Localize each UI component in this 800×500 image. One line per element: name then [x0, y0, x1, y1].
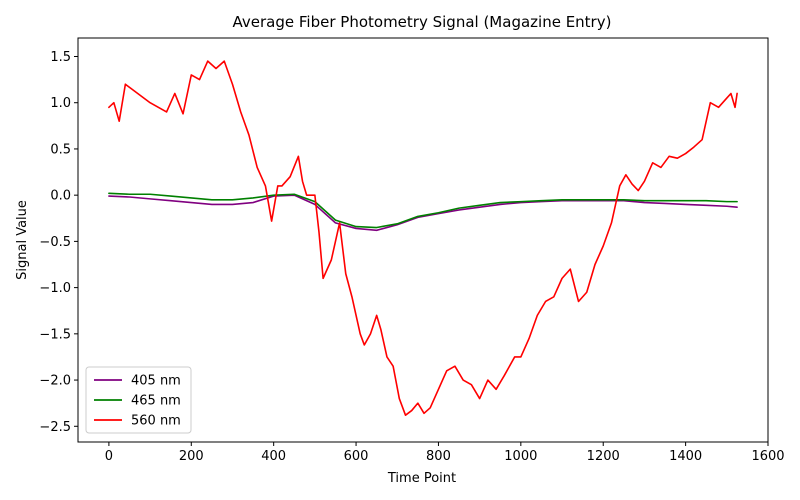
legend-label: 560 nm: [131, 414, 181, 429]
y-axis-label: Signal Value: [15, 200, 30, 280]
y-tick-label: −1.5: [39, 327, 71, 342]
x-tick-label: 800: [426, 449, 451, 464]
series-line-465-nm: [108, 192, 738, 229]
x-tick-label: 1600: [751, 449, 784, 464]
legend: 405 nm 465 nm 560 nm: [85, 366, 192, 434]
plot-frame: [77, 37, 769, 443]
x-axis-label: Time Point: [387, 471, 456, 486]
y-tick-label: 0.0: [50, 189, 71, 204]
x-tick-label: 0: [105, 449, 113, 464]
series-layer: [108, 60, 738, 416]
chart-title: Average Fiber Photometry Signal (Magazin…: [233, 13, 612, 31]
series-line-560-nm: [108, 60, 738, 416]
y-tick-label: −2.0: [39, 374, 71, 389]
x-tick-label: 400: [261, 449, 286, 464]
y-tick-label: −1.0: [39, 281, 71, 296]
legend-label: 405 nm: [131, 374, 181, 389]
y-tick-label: 1.0: [50, 96, 71, 111]
y-tick-label: 0.5: [50, 142, 71, 157]
x-tick-label: 1200: [587, 449, 620, 464]
x-axis: 0 200 400 600 800 1000 1200 1400 1600: [105, 442, 785, 464]
y-tick-label: −0.5: [39, 235, 71, 250]
legend-label: 465 nm: [131, 394, 181, 409]
x-tick-label: 1000: [504, 449, 537, 464]
y-tick-label: 1.5: [50, 50, 71, 65]
plot-area: [78, 38, 768, 442]
series-line-405-nm: [108, 194, 738, 232]
y-tick-label: −2.5: [39, 420, 71, 435]
x-tick-label: 600: [344, 449, 369, 464]
y-axis: −2.5 −2.0 −1.5 −1.0 −0.5 0.0 0.5 1.0 1.5: [39, 50, 78, 435]
x-tick-label: 1400: [669, 449, 702, 464]
legend-box: [85, 366, 192, 434]
x-tick-label: 200: [179, 449, 204, 464]
